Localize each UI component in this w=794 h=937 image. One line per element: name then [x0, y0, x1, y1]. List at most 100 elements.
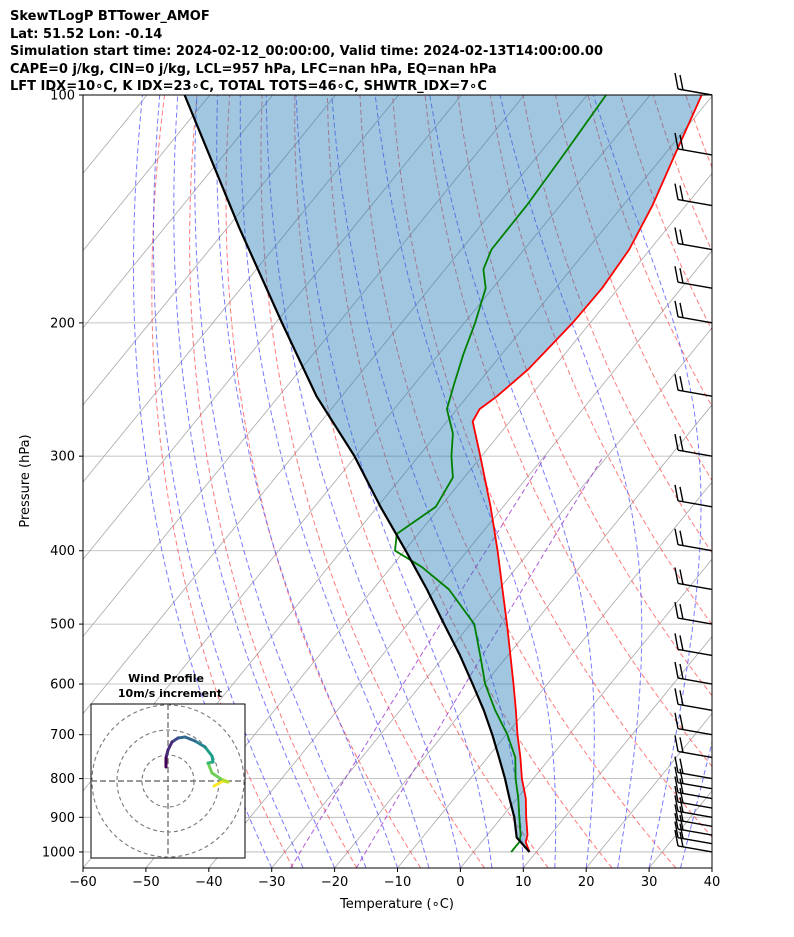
- wind-barb-flag: [674, 300, 679, 317]
- wind-barb-flag: [679, 663, 684, 680]
- wind-barb-staff: [677, 648, 713, 657]
- wind-barb-flag: [679, 768, 684, 784]
- wind-barb-flag: [679, 737, 684, 753]
- wind-barb-flag: [679, 758, 684, 774]
- temperature-line: [471, 95, 703, 853]
- wind-barb-flag: [679, 787, 684, 804]
- wind-profile-inset: Wind Profile 10m/s increment: [90, 672, 246, 859]
- y-axis-label: Pressure (hPa): [18, 434, 33, 527]
- wind-barb-staff: [677, 677, 713, 685]
- isotherm-line: [775, 95, 794, 868]
- wind-barb-flag: [674, 567, 679, 584]
- x-tick-label: −60: [69, 875, 96, 890]
- wind-barb-flag: [674, 688, 679, 705]
- wind-barb: [674, 821, 713, 845]
- series-layer: [183, 95, 703, 853]
- wind-barb: [674, 804, 713, 828]
- wind-barb-staff: [677, 617, 713, 625]
- dry-adiabat: [489, 95, 712, 626]
- wind-barb-staff: [677, 88, 713, 96]
- moist-adiabat: [680, 740, 712, 868]
- moist-adiabat: [711, 866, 712, 868]
- isotherm-line: [522, 635, 712, 868]
- wind-barb: [674, 132, 713, 156]
- moist-adiabat: [216, 95, 398, 868]
- wind-barb-flag: [679, 603, 684, 620]
- isotherm-line: [83, 95, 211, 252]
- dry-adiabat: [225, 95, 422, 868]
- wind-barb-staff: [677, 449, 713, 457]
- isotherm-line: [83, 95, 525, 638]
- wind-barb-staff: [677, 728, 713, 736]
- chart-title: SkewTLogP BTTower_AMOF: [10, 9, 210, 24]
- y-tick-label: 300: [50, 450, 75, 465]
- moist-adiabat: [153, 95, 304, 868]
- isotherm-line: [585, 713, 712, 868]
- wind-barb: [674, 661, 713, 685]
- wind-barb-staff: [677, 801, 713, 809]
- hodograph-segment: [212, 779, 225, 788]
- wind-barb-flag: [679, 302, 684, 319]
- x-tick-label: 10: [515, 875, 532, 890]
- x-tick-label: 30: [641, 875, 658, 890]
- dry-adiabat: [424, 95, 712, 768]
- y-tick-label: 400: [50, 544, 75, 559]
- wind-barb: [674, 484, 713, 508]
- wind-barb-flag: [679, 74, 684, 91]
- y-tick-label: 600: [50, 678, 75, 693]
- moist-adiabat: [592, 95, 702, 868]
- wind-barb-flag: [679, 569, 684, 585]
- hodograph-segment: [210, 771, 223, 781]
- hodograph-segment: [183, 735, 197, 743]
- isotherm-line: [83, 95, 462, 560]
- wind-barb-flag: [679, 806, 684, 822]
- isotherm-line: [271, 327, 712, 868]
- dry-adiabat: [392, 95, 712, 838]
- wind-barb-flag: [679, 778, 684, 794]
- wind-barb: [674, 633, 713, 657]
- cape-fill-layer: [184, 95, 702, 852]
- wind-barb: [674, 785, 713, 809]
- wind-barb-flag: [674, 812, 679, 830]
- wind-barb-flag: [674, 528, 679, 545]
- wind-barb-flag: [679, 486, 684, 502]
- dry-adiabat: [326, 95, 613, 868]
- wind-barb-staff: [677, 771, 713, 780]
- hodograph-segment: [193, 739, 207, 749]
- wind-barb-flag: [674, 821, 679, 838]
- x-tick-label: −30: [258, 875, 285, 890]
- wind-barb: [674, 266, 713, 289]
- wind-barb-flag: [679, 690, 684, 706]
- wind-barb-staff: [677, 782, 713, 790]
- moist-adiabat: [173, 95, 336, 868]
- wind-barb-staff: [677, 148, 713, 156]
- wind-barb-flag: [679, 814, 684, 831]
- chart-header: SkewTLogP BTTower_AMOF Lat: 51.52 Lon: -…: [10, 8, 603, 96]
- wind-barb: [674, 567, 713, 591]
- x-axis-label: Temperature (∘C): [339, 897, 454, 912]
- dry-adiabat: [718, 95, 794, 868]
- wind-barb-flag: [674, 227, 679, 244]
- moist-adiabat: [331, 95, 524, 868]
- wind-barb-flag: [679, 823, 684, 839]
- wind-barb: [674, 688, 713, 712]
- wind-barb-flag: [674, 661, 679, 679]
- mixing-ratio-line: [355, 455, 604, 868]
- wind-barb-flag: [674, 434, 679, 451]
- wind-barb-staff: [677, 281, 713, 289]
- inset-subtitle: 10m/s increment: [118, 687, 222, 700]
- wind-barb-flag: [674, 785, 679, 803]
- wind-barb-staff: [677, 389, 713, 397]
- moist-adiabat: [194, 95, 367, 868]
- wind-barb-flag: [674, 756, 679, 773]
- wind-barb-flag: [674, 712, 679, 729]
- dry-adiabat: [685, 95, 712, 169]
- wind-barb-staff: [677, 845, 713, 853]
- wind-barb: [674, 374, 713, 397]
- moist-adiabat: [265, 95, 461, 868]
- dewpoint-line: [394, 95, 607, 853]
- time-line: Simulation start time: 2024-02-12_00:00:…: [10, 44, 603, 59]
- x-tick-label: 20: [578, 875, 595, 890]
- dry-adiabat: [189, 95, 358, 868]
- y-tick-label: 800: [50, 772, 75, 787]
